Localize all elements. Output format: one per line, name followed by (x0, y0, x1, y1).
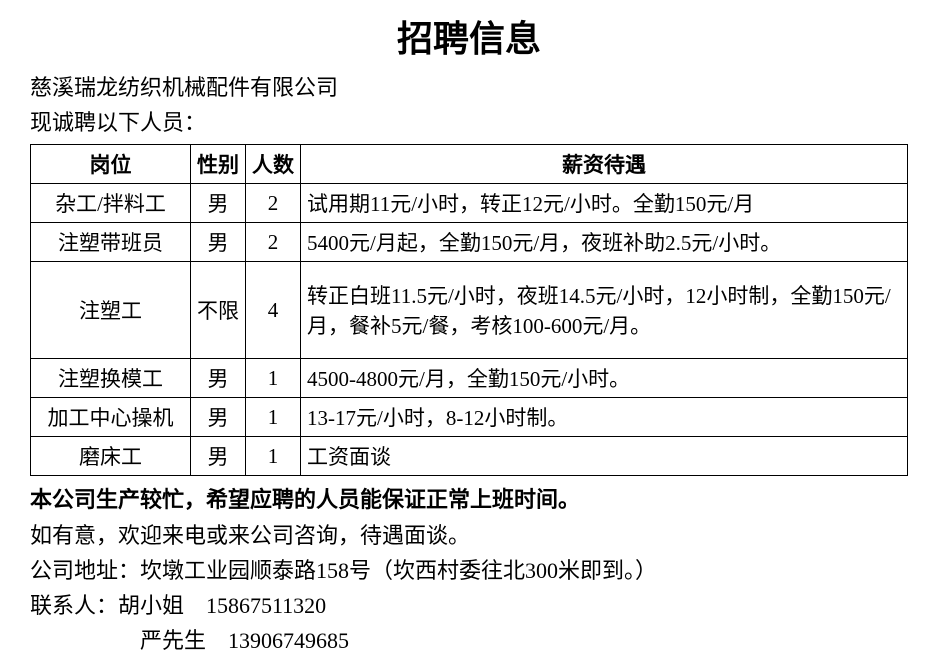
table-row: 磨床工男1工资面谈 (31, 437, 908, 476)
cell-salary: 试用期11元/小时，转正12元/小时。全勤150元/月 (301, 184, 908, 223)
cell-count: 1 (246, 398, 301, 437)
company-name: 慈溪瑞龙纺织机械配件有限公司 (30, 70, 908, 105)
cell-count: 1 (246, 359, 301, 398)
cell-position: 注塑带班员 (31, 223, 191, 262)
table-body: 杂工/拌料工男2试用期11元/小时，转正12元/小时。全勤150元/月注塑带班员… (31, 184, 908, 476)
subtitle: 现诚聘以下人员： (30, 105, 908, 140)
footer-line-4: 严先生 13906749685 (30, 623, 908, 658)
job-table: 岗位 性别 人数 薪资待遇 杂工/拌料工男2试用期11元/小时，转正12元/小时… (30, 144, 908, 476)
page-title: 招聘信息 (30, 10, 908, 62)
table-row: 杂工/拌料工男2试用期11元/小时，转正12元/小时。全勤150元/月 (31, 184, 908, 223)
cell-gender: 男 (191, 359, 246, 398)
cell-gender: 男 (191, 223, 246, 262)
cell-salary: 13-17元/小时，8-12小时制。 (301, 398, 908, 437)
cell-position: 注塑换模工 (31, 359, 191, 398)
header-gender: 性别 (191, 145, 246, 184)
footer-line-3: 联系人：胡小姐 15867511320 (30, 588, 908, 623)
table-row: 注塑带班员男25400元/月起，全勤150元/月，夜班补助2.5元/小时。 (31, 223, 908, 262)
footer-line-1: 如有意，欢迎来电或来公司咨询，待遇面谈。 (30, 518, 908, 553)
cell-salary: 转正白班11.5元/小时，夜班14.5元/小时，12小时制，全勤150元/月，餐… (301, 262, 908, 359)
cell-gender: 男 (191, 184, 246, 223)
cell-position: 杂工/拌料工 (31, 184, 191, 223)
header-position: 岗位 (31, 145, 191, 184)
header-count: 人数 (246, 145, 301, 184)
cell-salary: 工资面谈 (301, 437, 908, 476)
cell-position: 加工中心操机 (31, 398, 191, 437)
header-salary: 薪资待遇 (301, 145, 908, 184)
footer-bold-line: 本公司生产较忙，希望应聘的人员能保证正常上班时间。 (30, 482, 908, 517)
cell-salary: 4500-4800元/月，全勤150元/小时。 (301, 359, 908, 398)
table-row: 加工中心操机男113-17元/小时，8-12小时制。 (31, 398, 908, 437)
cell-position: 注塑工 (31, 262, 191, 359)
cell-gender: 不限 (191, 262, 246, 359)
table-row: 注塑工不限4转正白班11.5元/小时，夜班14.5元/小时，12小时制，全勤15… (31, 262, 908, 359)
table-row: 注塑换模工男14500-4800元/月，全勤150元/小时。 (31, 359, 908, 398)
cell-gender: 男 (191, 437, 246, 476)
cell-salary: 5400元/月起，全勤150元/月，夜班补助2.5元/小时。 (301, 223, 908, 262)
cell-count: 1 (246, 437, 301, 476)
cell-count: 2 (246, 184, 301, 223)
table-header-row: 岗位 性别 人数 薪资待遇 (31, 145, 908, 184)
footer-line-2: 公司地址：坎墩工业园顺泰路158号（坎西村委往北300米即到。） (30, 553, 908, 588)
cell-count: 2 (246, 223, 301, 262)
cell-count: 4 (246, 262, 301, 359)
cell-position: 磨床工 (31, 437, 191, 476)
cell-gender: 男 (191, 398, 246, 437)
